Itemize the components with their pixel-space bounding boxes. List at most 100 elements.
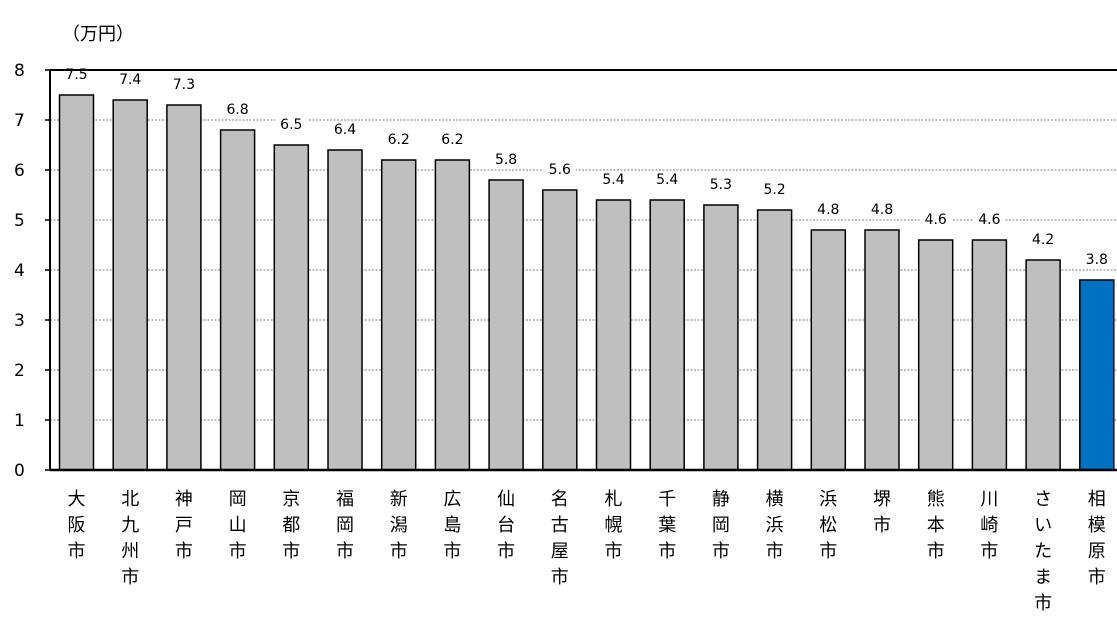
x-tick-label: 市 [873,515,891,536]
data-label-bg [382,131,415,148]
data-label-bg [490,151,523,168]
bar [488,179,524,471]
bar [1025,259,1061,471]
x-tick-label: 北 [121,489,139,510]
x-tick-label: 堺 [873,489,891,510]
bar [595,199,632,471]
bar [58,94,95,471]
data-label: 5.4 [656,172,678,188]
bar [1079,279,1115,471]
y-tick-label: 3 [14,311,25,331]
x-tick-label: 本 [927,515,945,536]
bar [703,204,739,471]
bar [112,99,148,471]
data-label-bg [1080,251,1113,268]
x-tick-label: 市 [497,541,515,562]
data-label: 7.4 [119,72,141,88]
x-tick-label: 市 [551,567,569,588]
x-tick-label: 市 [766,541,784,562]
x-tick-label: 横 [766,489,784,510]
data-label: 4.8 [871,202,893,218]
y-tick-label: 7 [14,111,25,131]
data-label-bg [436,131,469,148]
data-label: 3.8 [1086,252,1108,268]
x-tick-label: 市 [819,541,837,562]
bar [219,129,256,471]
x-tick-label: 市 [1088,567,1106,588]
x-tick-label: 模 [1088,515,1106,536]
data-label-bg [597,171,630,188]
x-tick-label: さ [1034,489,1052,510]
x-tick-label: 名 [551,489,569,510]
y-tick-label: 0 [14,461,25,481]
x-tick-label: 屋 [551,541,569,562]
data-label-bg [651,171,684,188]
bar [917,239,954,471]
bar [810,229,847,471]
y-tick-label: 2 [14,361,25,381]
x-tick-label: ま [1034,567,1052,588]
data-label-bg [543,161,576,178]
bar [756,209,793,471]
x-tick-label: 市 [605,541,623,562]
x-tick-label: 京 [282,489,300,510]
x-tick-label: 葉 [658,515,676,536]
data-label-bg [1027,231,1060,248]
bar [971,239,1008,471]
y-tick-label: 4 [14,261,25,281]
y-tick-label: 1 [14,411,25,431]
x-tick-label: 潟 [390,515,408,536]
data-label: 7.3 [173,77,195,93]
x-tick-label: た [1034,541,1052,562]
y-tick-label: 6 [14,161,25,181]
x-tick-label: 市 [1034,593,1052,614]
x-tick-label: 大 [68,489,86,510]
data-label-bg [866,201,898,218]
x-tick-label: 九 [121,515,139,536]
bar [327,149,363,471]
x-tick-label: 幌 [605,515,623,536]
x-tick-label: 松 [819,515,837,536]
x-tick-label: 古 [551,515,569,536]
x-tick-label: 戸 [175,515,193,536]
data-label-bg [221,101,254,118]
x-tick-label: 都 [282,515,300,536]
x-tick-label: 浜 [766,515,784,536]
x-tick-label: 広 [443,489,461,510]
data-label-bg [973,211,1006,228]
x-tick-label: 岡 [229,489,247,510]
x-tick-label: 市 [121,567,139,588]
x-tick-label: 市 [390,541,408,562]
x-tick-label: 市 [282,541,300,562]
x-tick-label: 仙 [497,489,515,510]
x-tick-label: 市 [658,541,676,562]
x-tick-label: 岡 [336,515,354,536]
x-tick-label: 市 [712,541,730,562]
data-label-bg [114,71,147,88]
x-tick-label: 市 [175,541,193,562]
x-tick-label: 阪 [68,515,86,536]
y-tick-label: 5 [14,211,25,231]
data-label: 6.2 [388,132,410,148]
x-tick-label: 市 [336,541,354,562]
x-tick-label: 原 [1088,541,1106,562]
data-label: 5.8 [495,152,517,168]
x-tick-label: 崎 [980,515,998,536]
x-tick-label: 台 [497,515,515,536]
data-label-bg [275,116,308,133]
bar [273,144,310,471]
data-label: 6.8 [226,102,248,118]
data-label-bg [919,211,952,228]
data-label: 5.6 [549,162,571,178]
data-label: 6.2 [441,132,463,148]
data-label: 4.6 [925,212,947,228]
bar [380,159,417,471]
unit-label: （万円） [62,24,134,45]
x-tick-label: 千 [658,489,676,510]
data-label-bg [329,121,361,138]
x-tick-label: 福 [336,489,354,510]
x-tick-label: 札 [605,489,623,510]
data-label: 5.4 [602,172,624,188]
data-label-bg [758,181,791,198]
